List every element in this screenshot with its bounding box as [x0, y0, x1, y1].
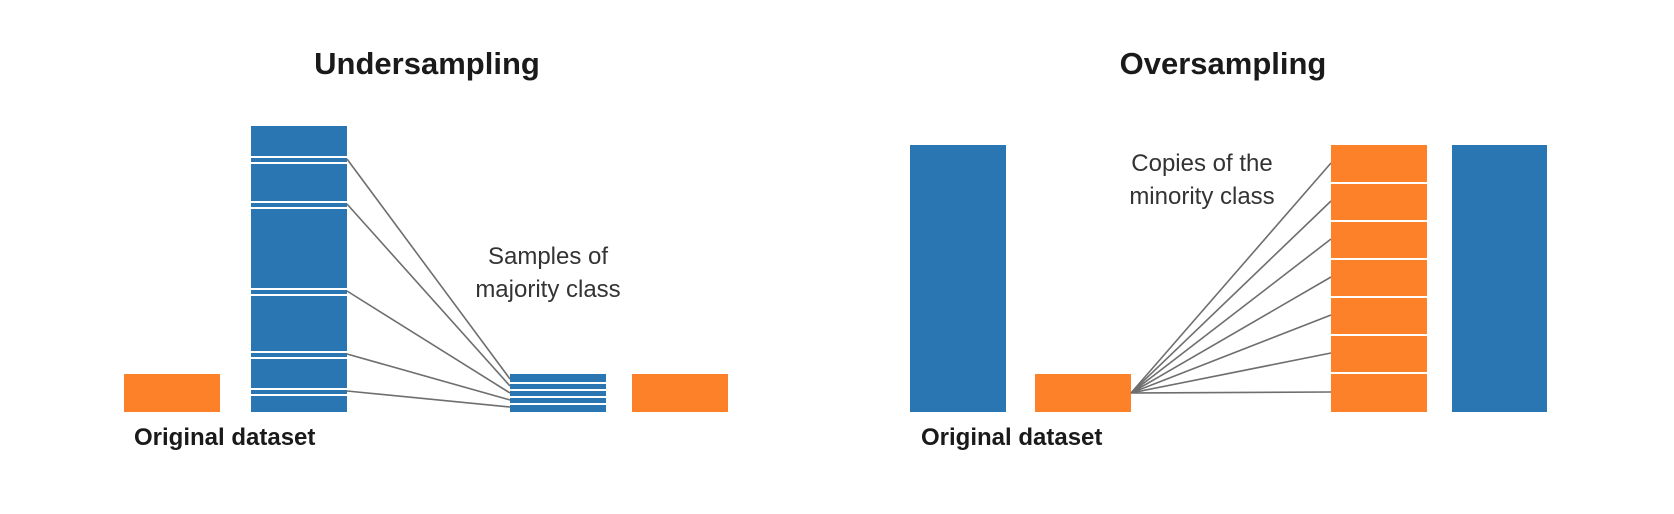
copies-annotation-line1: Copies of the: [1131, 150, 1272, 177]
oversampled-minority-bar: [1331, 145, 1427, 412]
resampled-minority-bar: [632, 374, 728, 412]
resampled-majority-bar: [1452, 145, 1547, 412]
undersampling-panel: Undersampling: [124, 46, 728, 451]
undersampling-title: Undersampling: [314, 46, 540, 81]
original-majority-bar: [910, 145, 1006, 412]
original-minority-bar: [124, 374, 220, 412]
undersampling-caption: Original dataset: [134, 424, 315, 451]
original-majority-bar: [251, 126, 347, 412]
original-minority-bar: [1035, 374, 1131, 412]
samples-annotation-line1: Samples of: [488, 243, 608, 270]
sampling-lines: [346, 158, 511, 408]
oversampling-panel: Oversampling Copies of the minority clas…: [910, 46, 1547, 451]
copy-lines: [1130, 162, 1332, 394]
oversampling-caption: Original dataset: [921, 424, 1102, 451]
samples-annotation-line2: majority class: [475, 276, 620, 303]
oversampling-title: Oversampling: [1120, 46, 1327, 81]
resampled-majority-bar: [510, 374, 606, 412]
copies-annotation-line2: minority class: [1129, 183, 1274, 210]
